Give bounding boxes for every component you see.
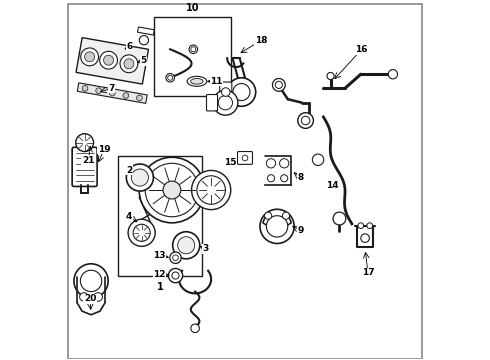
Circle shape [281,175,288,182]
Circle shape [137,95,142,101]
Circle shape [96,88,101,94]
Circle shape [191,47,196,52]
Circle shape [120,55,138,73]
Text: 3: 3 [203,244,209,253]
Text: 1: 1 [157,282,164,292]
FancyBboxPatch shape [220,82,232,102]
Text: 7: 7 [108,84,115,93]
FancyBboxPatch shape [206,95,218,111]
Circle shape [172,272,179,279]
Circle shape [298,113,314,129]
Bar [154,17,231,96]
Circle shape [172,255,178,261]
Circle shape [163,181,181,199]
Circle shape [166,73,174,82]
Circle shape [227,78,256,106]
Circle shape [358,223,364,229]
Circle shape [361,234,369,242]
Circle shape [172,232,200,259]
Circle shape [139,157,205,223]
Circle shape [272,78,285,91]
Circle shape [233,84,250,100]
Text: 18: 18 [255,36,267,45]
Text: 19: 19 [98,145,111,154]
Circle shape [260,209,294,243]
Circle shape [139,36,148,45]
Circle shape [99,51,118,69]
Text: 17: 17 [362,268,374,277]
Circle shape [191,324,199,333]
Text: 20: 20 [84,294,96,303]
Text: 4: 4 [126,212,132,221]
Circle shape [124,59,134,69]
Ellipse shape [187,76,207,86]
Circle shape [178,237,195,254]
Circle shape [170,252,181,264]
Circle shape [388,69,397,79]
Circle shape [94,293,102,301]
Circle shape [327,72,334,80]
Circle shape [74,264,108,298]
Circle shape [76,134,94,152]
Circle shape [268,175,274,182]
Circle shape [197,176,225,204]
Circle shape [133,224,150,241]
Circle shape [280,159,289,168]
Circle shape [267,159,276,168]
Circle shape [213,90,238,115]
FancyBboxPatch shape [238,152,252,165]
Circle shape [168,75,172,80]
Circle shape [131,169,148,186]
Bar [77,83,147,103]
Text: 11: 11 [210,77,223,86]
Text: 15: 15 [224,158,237,167]
Circle shape [109,90,115,96]
Bar [138,27,154,35]
Circle shape [312,154,324,166]
Text: 9: 9 [297,226,303,235]
FancyBboxPatch shape [76,38,148,84]
Circle shape [265,212,272,219]
Circle shape [221,88,230,96]
Circle shape [103,55,114,65]
Text: 2: 2 [126,166,132,175]
Circle shape [81,48,98,66]
Circle shape [80,293,88,301]
Circle shape [267,216,288,237]
Circle shape [282,212,290,219]
Circle shape [189,45,197,54]
Text: 13: 13 [153,251,166,260]
Circle shape [367,223,372,229]
Text: 16: 16 [355,45,368,54]
Circle shape [169,269,183,283]
Bar [119,156,202,275]
Circle shape [275,81,282,89]
Circle shape [123,93,129,98]
Text: 12: 12 [153,270,166,279]
Circle shape [218,96,233,110]
Circle shape [85,52,95,62]
Circle shape [145,163,198,217]
Text: 14: 14 [326,181,339,190]
Text: 5: 5 [140,56,147,65]
Text: 10: 10 [186,3,199,13]
Ellipse shape [191,78,203,84]
Text: 6: 6 [126,42,132,51]
Circle shape [80,270,102,292]
Circle shape [126,164,153,191]
Text: 21: 21 [82,156,95,165]
Circle shape [301,116,310,125]
Circle shape [242,155,248,161]
Circle shape [82,85,88,91]
FancyBboxPatch shape [72,147,97,186]
Circle shape [333,212,346,225]
Text: 8: 8 [297,173,303,182]
Circle shape [192,170,231,210]
Circle shape [128,219,155,246]
